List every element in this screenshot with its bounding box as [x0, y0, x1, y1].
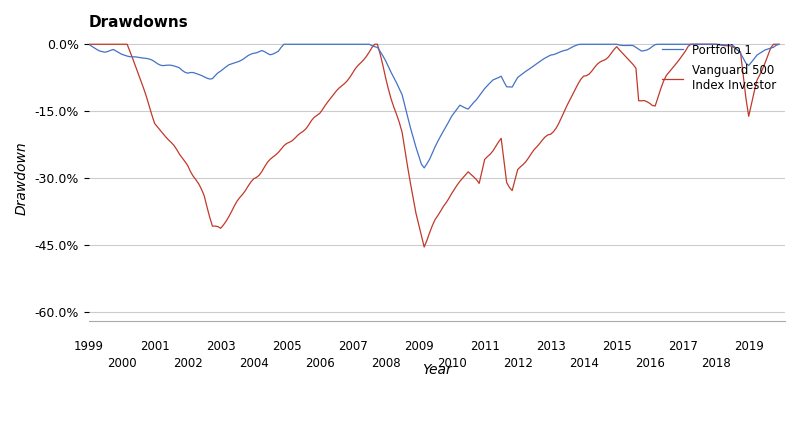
Text: 2009: 2009 [404, 340, 434, 353]
Text: 2018: 2018 [701, 357, 730, 370]
Portfolio 1 [290, 42, 300, 47]
Text: 2017: 2017 [668, 340, 698, 353]
Vanguard 500
Index Investor [419, 245, 429, 250]
Text: 2015: 2015 [602, 340, 631, 353]
Vanguard 500
Index Investor [570, 86, 580, 91]
Vanguard 500
Index Investor [290, 136, 300, 141]
Portfolio 1 [634, 47, 643, 52]
Vanguard 500
Index Investor [760, 60, 770, 65]
Text: 2019: 2019 [734, 340, 764, 353]
Portfolio 1 [570, 43, 580, 48]
Text: 2014: 2014 [569, 357, 598, 370]
Text: 2008: 2008 [371, 357, 401, 370]
Vanguard 500
Index Investor [98, 42, 107, 47]
Text: 2010: 2010 [437, 357, 466, 370]
Text: Drawdowns: Drawdowns [89, 15, 189, 30]
Vanguard 500
Index Investor [634, 98, 643, 103]
Portfolio 1 [760, 48, 770, 53]
Text: 2013: 2013 [536, 340, 566, 353]
Text: 2006: 2006 [305, 357, 334, 370]
Text: 2004: 2004 [238, 357, 269, 370]
Portfolio 1 [419, 165, 429, 171]
Text: 2007: 2007 [338, 340, 367, 353]
Text: 2002: 2002 [173, 357, 202, 370]
Text: 2003: 2003 [206, 340, 235, 353]
Portfolio 1 [84, 42, 94, 47]
Portfolio 1 [98, 49, 107, 54]
Y-axis label: Drawdown: Drawdown [15, 141, 29, 215]
Text: 2001: 2001 [140, 340, 170, 353]
Text: 1999: 1999 [74, 340, 104, 353]
X-axis label: Year: Year [422, 362, 452, 376]
Legend: Portfolio 1, Vanguard 500
Index Investor: Portfolio 1, Vanguard 500 Index Investor [657, 39, 782, 96]
Text: 2005: 2005 [272, 340, 302, 353]
Vanguard 500
Index Investor [774, 42, 784, 47]
Text: 2000: 2000 [107, 357, 137, 370]
Vanguard 500
Index Investor [84, 42, 94, 47]
Line: Portfolio 1: Portfolio 1 [89, 44, 779, 168]
Text: 2016: 2016 [634, 357, 665, 370]
Text: 2011: 2011 [470, 340, 500, 353]
Portfolio 1 [526, 65, 536, 70]
Text: 2012: 2012 [502, 357, 533, 370]
Vanguard 500
Index Investor [526, 151, 536, 156]
Portfolio 1 [774, 42, 784, 47]
Line: Vanguard 500
Index Investor: Vanguard 500 Index Investor [89, 44, 779, 247]
